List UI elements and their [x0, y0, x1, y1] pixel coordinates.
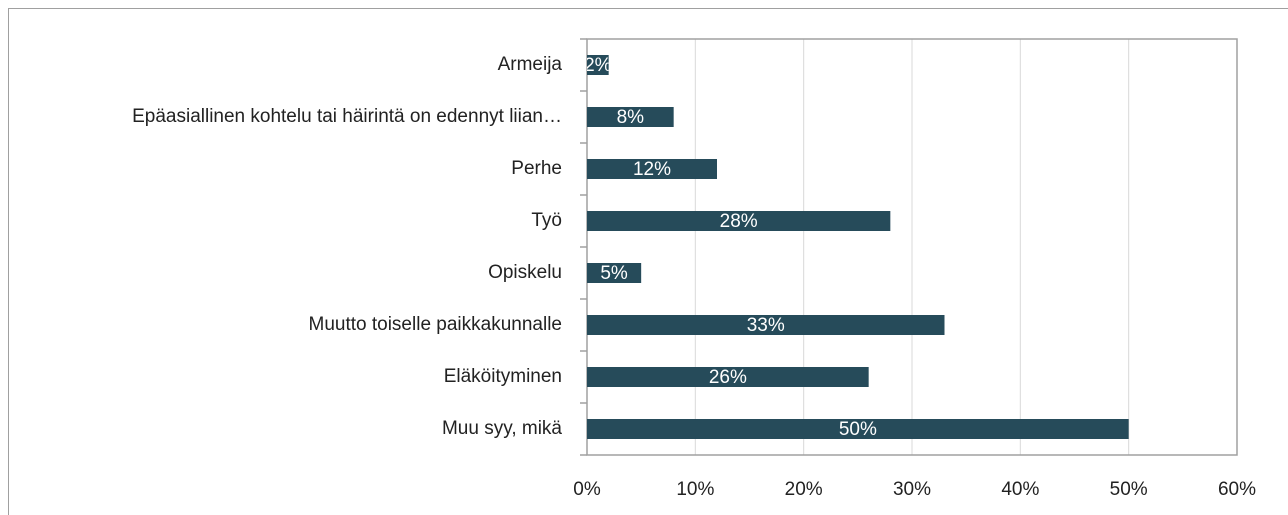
data-label: 8%	[617, 107, 645, 128]
data-label: 26%	[709, 367, 747, 388]
y-tick-label: Opiskelu	[488, 262, 562, 283]
y-tick-label: Perhe	[511, 158, 562, 179]
data-label: 2%	[584, 55, 612, 76]
y-tick-label: Epäasiallinen kohtelu tai häirintä on ed…	[132, 106, 562, 127]
bar	[587, 419, 1129, 439]
bar	[587, 55, 609, 75]
x-tick-label: 20%	[785, 479, 823, 500]
bar	[587, 263, 642, 283]
x-tick-label: 10%	[676, 479, 714, 500]
x-tick-label: 40%	[1001, 479, 1039, 500]
bar	[587, 211, 891, 231]
bar	[587, 315, 945, 335]
data-label: 50%	[839, 419, 877, 440]
bar	[587, 107, 674, 127]
y-tick-label: Muu syy, mikä	[442, 418, 562, 439]
y-tick-label: Eläköityminen	[444, 366, 562, 387]
x-tick-label: 60%	[1218, 479, 1256, 500]
data-label: 5%	[600, 263, 628, 284]
x-tick-label: 50%	[1110, 479, 1148, 500]
data-label: 28%	[720, 211, 758, 232]
bar	[587, 159, 717, 179]
y-tick-label: Työ	[531, 210, 562, 231]
x-tick-label: 30%	[893, 479, 931, 500]
data-label: 33%	[747, 315, 785, 336]
bar	[587, 367, 869, 387]
y-tick-label: Muutto toiselle paikkakunnalle	[309, 314, 563, 335]
x-tick-label: 0%	[573, 479, 601, 500]
y-tick-label: Armeija	[498, 54, 563, 75]
data-label: 12%	[633, 159, 671, 180]
